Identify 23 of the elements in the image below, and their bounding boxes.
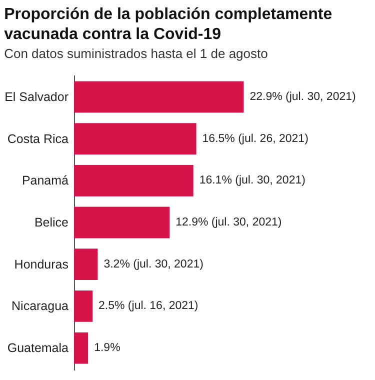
data-label: 16.5% (jul. 26, 2021) bbox=[202, 132, 309, 145]
data-label: 3.2% (jul. 30, 2021) bbox=[104, 258, 204, 270]
y-tick-label: Honduras bbox=[14, 257, 68, 272]
chart-title: Proporción de la población completamente vacunada contra la Covid-19 bbox=[4, 6, 332, 43]
data-label: 1.9% bbox=[94, 342, 120, 354]
bar bbox=[74, 164, 194, 196]
y-tick-label: El Salvador bbox=[4, 90, 68, 104]
bar bbox=[74, 248, 98, 280]
bar bbox=[74, 332, 88, 364]
bar bbox=[74, 206, 170, 238]
bar bbox=[74, 123, 196, 155]
bar bbox=[74, 81, 244, 113]
data-label: 16.1% (jul. 30, 2021) bbox=[199, 174, 306, 187]
bar bbox=[74, 290, 93, 322]
data-label: 12.9% (jul. 30, 2021) bbox=[176, 216, 282, 228]
y-tick-label: Nicaragua bbox=[12, 299, 69, 314]
y-tick-label: Panamá bbox=[22, 174, 69, 188]
data-label: 22.9% (jul. 30, 2021) bbox=[250, 90, 356, 103]
data-label: 2.5% (jul. 16, 2021) bbox=[98, 300, 198, 312]
y-tick-label: Guatemala bbox=[7, 341, 69, 356]
chart-subtitle: Con datos suministrados hasta el 1 de agosto bbox=[4, 46, 268, 61]
y-tick-label: Belice bbox=[34, 216, 69, 230]
y-tick-label: Costa Rica bbox=[7, 132, 69, 146]
